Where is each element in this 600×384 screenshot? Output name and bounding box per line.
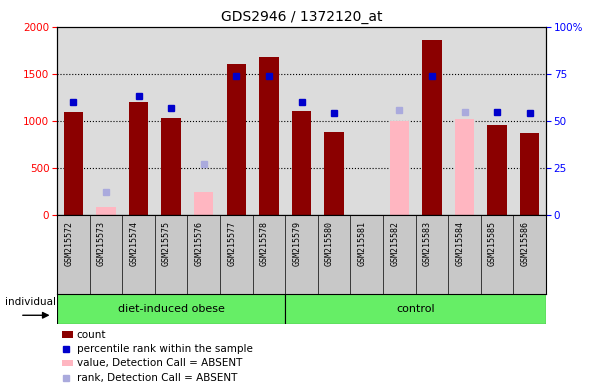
Text: GSM215581: GSM215581 [358, 221, 367, 266]
Text: GSM215577: GSM215577 [227, 221, 236, 266]
Bar [96, 207, 116, 215]
Text: rank, Detection Call = ABSENT: rank, Detection Call = ABSENT [77, 372, 237, 382]
Text: GSM215575: GSM215575 [162, 221, 171, 266]
Bar [487, 125, 507, 215]
Bar [227, 64, 246, 215]
Text: GSM215576: GSM215576 [194, 221, 204, 266]
Bar [292, 111, 311, 215]
Text: individual: individual [5, 297, 56, 307]
Bar [455, 119, 474, 215]
Text: control: control [396, 304, 435, 314]
Text: GSM215578: GSM215578 [260, 221, 269, 266]
Text: GSM215579: GSM215579 [293, 221, 302, 266]
Bar [62, 359, 73, 366]
Text: GSM215585: GSM215585 [488, 221, 497, 266]
Text: count: count [77, 329, 106, 339]
Bar [161, 118, 181, 215]
Bar [325, 132, 344, 215]
Bar [64, 112, 83, 215]
Bar [259, 57, 278, 215]
Text: GSM215573: GSM215573 [97, 221, 106, 266]
Bar [389, 121, 409, 215]
Text: value, Detection Call = ABSENT: value, Detection Call = ABSENT [77, 358, 242, 368]
Bar [62, 331, 73, 338]
Text: GSM215580: GSM215580 [325, 221, 334, 266]
Text: GSM215586: GSM215586 [521, 221, 530, 266]
Text: GSM215574: GSM215574 [130, 221, 139, 266]
Bar [57, 295, 285, 324]
Bar [422, 40, 442, 215]
Bar [194, 192, 214, 215]
Bar [285, 295, 546, 324]
Text: GSM215583: GSM215583 [423, 221, 432, 266]
Bar [129, 102, 148, 215]
Text: diet-induced obese: diet-induced obese [118, 304, 224, 314]
Text: GSM215582: GSM215582 [391, 221, 400, 266]
Title: GDS2946 / 1372120_at: GDS2946 / 1372120_at [221, 10, 382, 25]
Bar [520, 133, 539, 215]
Text: GSM215572: GSM215572 [64, 221, 73, 266]
Text: GSM215584: GSM215584 [455, 221, 464, 266]
Text: percentile rank within the sample: percentile rank within the sample [77, 344, 253, 354]
